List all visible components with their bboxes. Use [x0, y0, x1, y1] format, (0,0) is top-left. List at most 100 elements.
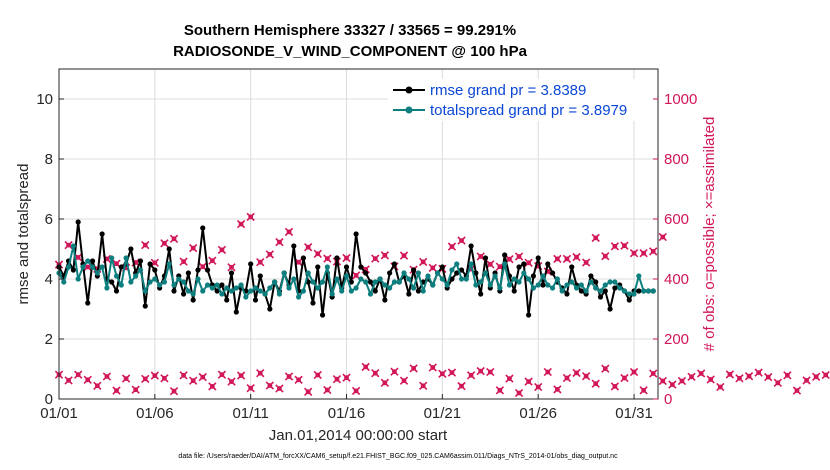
obs-possible-marker-dot: [564, 256, 570, 262]
obs-assimilated-marker: [227, 377, 236, 386]
obs-possible-marker-dot: [449, 244, 455, 250]
rmse-point: [334, 255, 340, 261]
obs-assimilated-marker-dot: [717, 384, 723, 390]
totalspread-point: [645, 288, 652, 294]
totalspread-point: [526, 276, 532, 282]
totalspread-point: [650, 288, 656, 294]
obs-assimilated-marker-dot: [823, 372, 829, 378]
obs-possible-marker-dot: [296, 259, 301, 265]
totalspread-point: [329, 291, 335, 297]
obs-assimilated-marker: [629, 367, 639, 377]
y-tick-label-right: 800: [664, 151, 689, 168]
totalspread-point: [506, 282, 513, 288]
totalspread-point: [89, 264, 96, 270]
obs-possible-marker-dot: [286, 229, 292, 235]
totalspread-point: [152, 276, 158, 282]
obs-assimilated-marker-dot: [487, 369, 493, 375]
obs-assimilated-marker-dot: [526, 379, 532, 384]
obs-assimilated-marker-dot: [229, 379, 234, 384]
obs-possible-marker-dot: [324, 256, 330, 261]
totalspread-point: [382, 282, 388, 288]
obs-assimilated-marker-dot: [583, 373, 589, 379]
rmse-point: [99, 231, 105, 237]
totalspread-point: [257, 288, 263, 294]
totalspread-point: [61, 279, 67, 285]
obs-possible-marker-dot: [487, 261, 493, 267]
obs-assimilated-marker: [141, 374, 150, 384]
rmse-point: [171, 288, 177, 294]
totalspread-point: [401, 270, 407, 276]
obs-assimilated-marker-dot: [257, 370, 263, 376]
totalspread-point: [454, 261, 460, 267]
obs-possible-marker-dot: [478, 254, 484, 259]
rmse-point: [200, 225, 206, 231]
obs-assimilated-marker: [390, 367, 399, 376]
obs-assimilated-marker: [246, 384, 255, 393]
series-lines: [56, 219, 656, 318]
obs-assimilated-marker: [256, 369, 265, 378]
obs-assimilated-marker: [783, 371, 792, 380]
totalspread-point: [104, 285, 110, 291]
rmse-point: [593, 279, 599, 285]
rmse-point: [252, 297, 259, 303]
y-tick-label-right: 200: [664, 331, 689, 348]
x-tick-label: 01/21: [424, 405, 462, 422]
totalspread-point: [315, 285, 321, 291]
y-tick-label-right: 1000: [664, 91, 697, 108]
totalspread-point: [411, 285, 417, 291]
obs-possible-marker-dot: [190, 245, 196, 251]
totalspread-point: [324, 264, 330, 270]
obs-possible-marker: [639, 249, 648, 258]
obs-assimilated-marker-dot: [698, 371, 704, 376]
obs-assimilated-marker: [284, 372, 294, 381]
totalspread-point: [363, 279, 369, 285]
obs-possible-marker-dot: [229, 264, 234, 270]
rmse-point: [449, 276, 455, 282]
chart-title-line2: RADIOSONDE_V_WIND_COMPONENT @ 100 hPa: [173, 43, 528, 60]
obs-assimilated-marker-dot: [238, 373, 244, 378]
rmse-point: [530, 273, 537, 279]
obs-assimilated-marker: [802, 376, 811, 385]
rmse-point: [310, 300, 316, 306]
obs-assimilated-marker-dot: [784, 372, 790, 378]
obs-assimilated-marker: [150, 371, 160, 380]
obs-possible-marker-dot: [622, 243, 627, 249]
totalspread-point: [353, 285, 359, 291]
obs-assimilated-marker: [581, 372, 591, 381]
obs-possible-marker: [208, 256, 217, 265]
obs-possible-marker: [284, 227, 294, 237]
obs-possible-marker: [179, 257, 188, 266]
obs-possible-marker-dot: [612, 243, 618, 249]
obs-assimilated-marker-dot: [478, 368, 484, 374]
obs-assimilated-marker: [236, 371, 246, 380]
obs-possible-marker: [457, 236, 466, 245]
obs-possible-marker-dot: [574, 254, 579, 260]
obs-possible-marker-dot: [238, 221, 244, 227]
totalspread-point: [343, 273, 350, 279]
totalspread-point: [147, 279, 153, 285]
rmse-point: [348, 279, 354, 285]
obs-possible-marker-dot: [372, 256, 378, 261]
totalspread-point: [243, 294, 249, 300]
totalspread-point: [439, 276, 445, 282]
obs-assimilated-marker-dot: [94, 383, 100, 389]
obs-possible-marker: [160, 239, 169, 248]
rmse-point: [626, 297, 632, 303]
rmse-point: [387, 270, 393, 276]
totalspread-point: [339, 288, 345, 294]
y-tick-label-left: 6: [45, 211, 53, 228]
obs-possible-marker: [236, 219, 246, 229]
totalspread-point: [296, 294, 302, 300]
totalspread-point: [113, 273, 120, 279]
rmse-point: [564, 291, 570, 297]
obs-assimilated-marker: [332, 375, 342, 384]
totalspread-point: [430, 282, 436, 288]
rmse-point: [478, 291, 484, 297]
totalspread-point: [415, 270, 421, 276]
x-tick-label: 01/16: [328, 405, 366, 422]
totalspread-point: [391, 279, 398, 285]
rmse-point: [549, 270, 556, 276]
rmse-point: [204, 267, 211, 273]
obs-assimilated-marker: [591, 379, 600, 388]
